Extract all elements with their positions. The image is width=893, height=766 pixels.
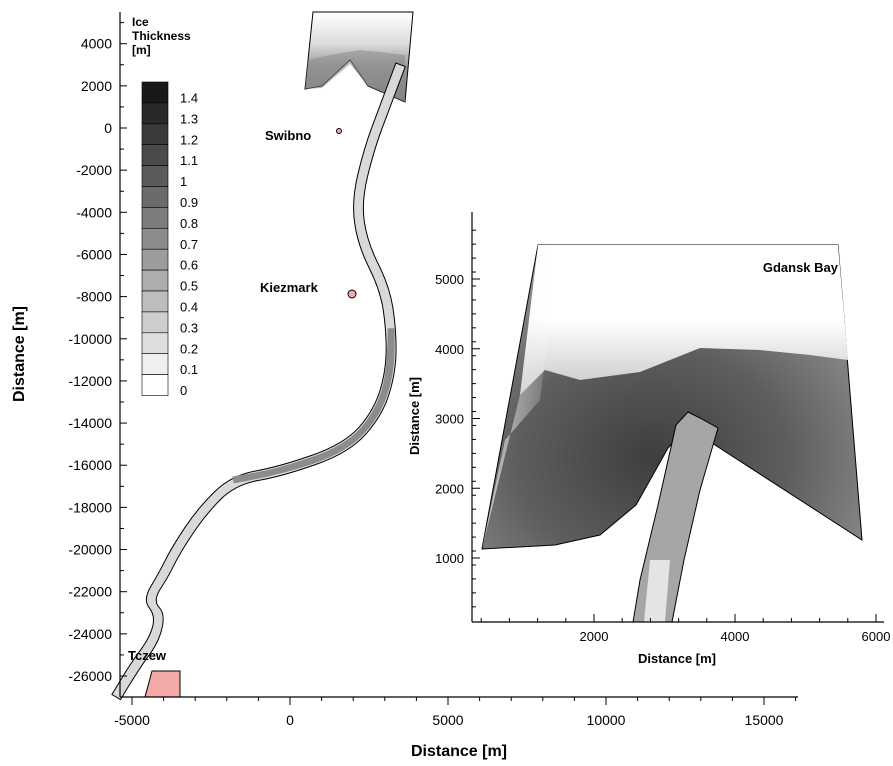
legend-swatch	[141, 228, 169, 250]
y-tick-label: -24000	[68, 626, 112, 642]
y-tick-label: -14000	[68, 415, 112, 431]
river-channel	[111, 62, 406, 701]
inset-x-tick-label: 2000	[580, 629, 609, 644]
legend-level-label: 0.1	[180, 362, 198, 377]
legend-labels: 1.4 1.3 1.2 1.1 1 0.9 0.8 0.7 0.6 0.5 0.4 0.3 0.2 0.1…	[180, 90, 198, 398]
legend-level-label: 0.4	[180, 299, 198, 314]
inset-y-axis-title: Distance [m]	[407, 377, 422, 455]
legend-level-label: 0.8	[180, 216, 198, 231]
legend-swatch	[141, 186, 169, 208]
x-tick-label: 15000	[745, 712, 784, 728]
legend-swatch	[141, 311, 169, 334]
legend-swatch	[141, 123, 169, 146]
legend-level-label: 0.5	[180, 279, 198, 294]
y-tick-label: 2000	[81, 78, 112, 94]
x-axis-ticks: -500005000100001500020000	[114, 697, 797, 728]
inset-open-water-upper	[520, 245, 848, 395]
inset-x-axis-ticks: 2000 4000 6000	[480, 614, 891, 644]
x-tick-label: 10000	[587, 712, 626, 728]
main-map: Swibno Kiezmark Tczew 4000 2000 0 -2000 -400…	[11, 11, 798, 760]
legend-level-label: 0.9	[180, 195, 198, 210]
legend-swatches	[141, 81, 169, 396]
inset-title: Gdansk Bay	[763, 260, 839, 275]
inset-y-tick-label: 1000	[435, 551, 464, 566]
legend-swatch	[141, 165, 169, 187]
tczew-area	[144, 670, 181, 698]
legend-level-label: 1	[180, 174, 187, 189]
legend-level-label: 1.2	[180, 132, 198, 147]
legend-title-line-2: Thickness	[132, 29, 191, 43]
y-tick-label: -6000	[76, 246, 112, 262]
x-axis-title: Distance [m]	[411, 743, 507, 760]
y-tick-label: -4000	[76, 204, 112, 220]
tczew-label: Tczew	[128, 648, 167, 663]
y-tick-label: -26000	[68, 668, 112, 684]
legend-swatch	[141, 207, 169, 229]
swibno-marker	[336, 128, 342, 134]
legend-swatch	[141, 248, 169, 271]
x-tick-label: -5000	[114, 712, 150, 728]
legend: Ice Thickness [m] 1.4 1.3 1.2 1.1 1 0.9 0.8 0.7…	[132, 15, 198, 398]
legend-level-label: 0.7	[180, 237, 198, 252]
y-tick-label: -20000	[68, 542, 112, 558]
inset-left-edge-shading	[482, 245, 560, 549]
river-thick-ice-section	[232, 328, 395, 484]
inset-y-tick-label: 4000	[435, 342, 464, 357]
inset-y-axis-ticks: 1000 2000 3000 4000 5000	[435, 229, 480, 608]
y-tick-label: 4000	[81, 36, 112, 52]
legend-swatch	[141, 81, 169, 104]
legend-level-label: 0.3	[180, 320, 198, 335]
legend-level-label: 0	[180, 383, 187, 398]
y-tick-label: -18000	[68, 499, 112, 515]
legend-level-label: 1.4	[180, 90, 198, 105]
y-tick-label: -10000	[68, 331, 112, 347]
legend-swatch	[141, 269, 169, 292]
inset-x-tick-label: 4000	[721, 629, 750, 644]
inset-y-tick-label: 2000	[435, 481, 464, 496]
legend-level-label: 1.1	[180, 153, 198, 168]
legend-level-label: 0.2	[180, 341, 198, 356]
legend-level-label: 0.6	[180, 258, 198, 273]
y-tick-label: -12000	[68, 373, 112, 389]
bay-area	[304, 11, 414, 103]
inset-x-axis-title: Distance [m]	[638, 651, 716, 666]
kiezmark-marker	[347, 289, 357, 299]
inset-river-light-patch	[644, 560, 670, 622]
legend-swatch	[141, 102, 169, 125]
legend-swatch	[141, 374, 169, 396]
x-tick-label: 0	[286, 712, 294, 728]
legend-swatch	[141, 332, 169, 354]
legend-swatch	[141, 144, 169, 166]
kiezmark-label: Kiezmark	[260, 280, 319, 295]
y-tick-label: 0	[104, 120, 112, 136]
inset-y-tick-label: 5000	[435, 272, 464, 287]
y-tick-label: -22000	[68, 584, 112, 600]
swibno-label: Swibno	[265, 128, 311, 143]
legend-level-label: 1.3	[180, 111, 198, 126]
inset-x-tick-label: 6000	[862, 629, 891, 644]
legend-swatch	[141, 290, 169, 313]
y-axis-ticks: 4000 2000 0 -2000 -4000 -6000 -8000 -10000 -1200…	[68, 22, 127, 684]
inset-y-tick-label: 3000	[435, 412, 464, 427]
legend-title-line-1: Ice	[132, 15, 149, 29]
y-axis-title: Distance [m]	[11, 306, 28, 402]
y-tick-label: -2000	[76, 162, 112, 178]
bay-dark-region	[305, 50, 405, 102]
y-tick-label: -8000	[76, 289, 112, 305]
x-tick-label: 5000	[432, 712, 463, 728]
legend-swatch	[141, 353, 169, 375]
legend-title-line-3: [m]	[132, 43, 151, 57]
inset-map: 1000 2000 3000 4000 5000 2000 4000 6000 Gdansk…	[407, 212, 890, 666]
y-tick-label: -16000	[68, 457, 112, 473]
